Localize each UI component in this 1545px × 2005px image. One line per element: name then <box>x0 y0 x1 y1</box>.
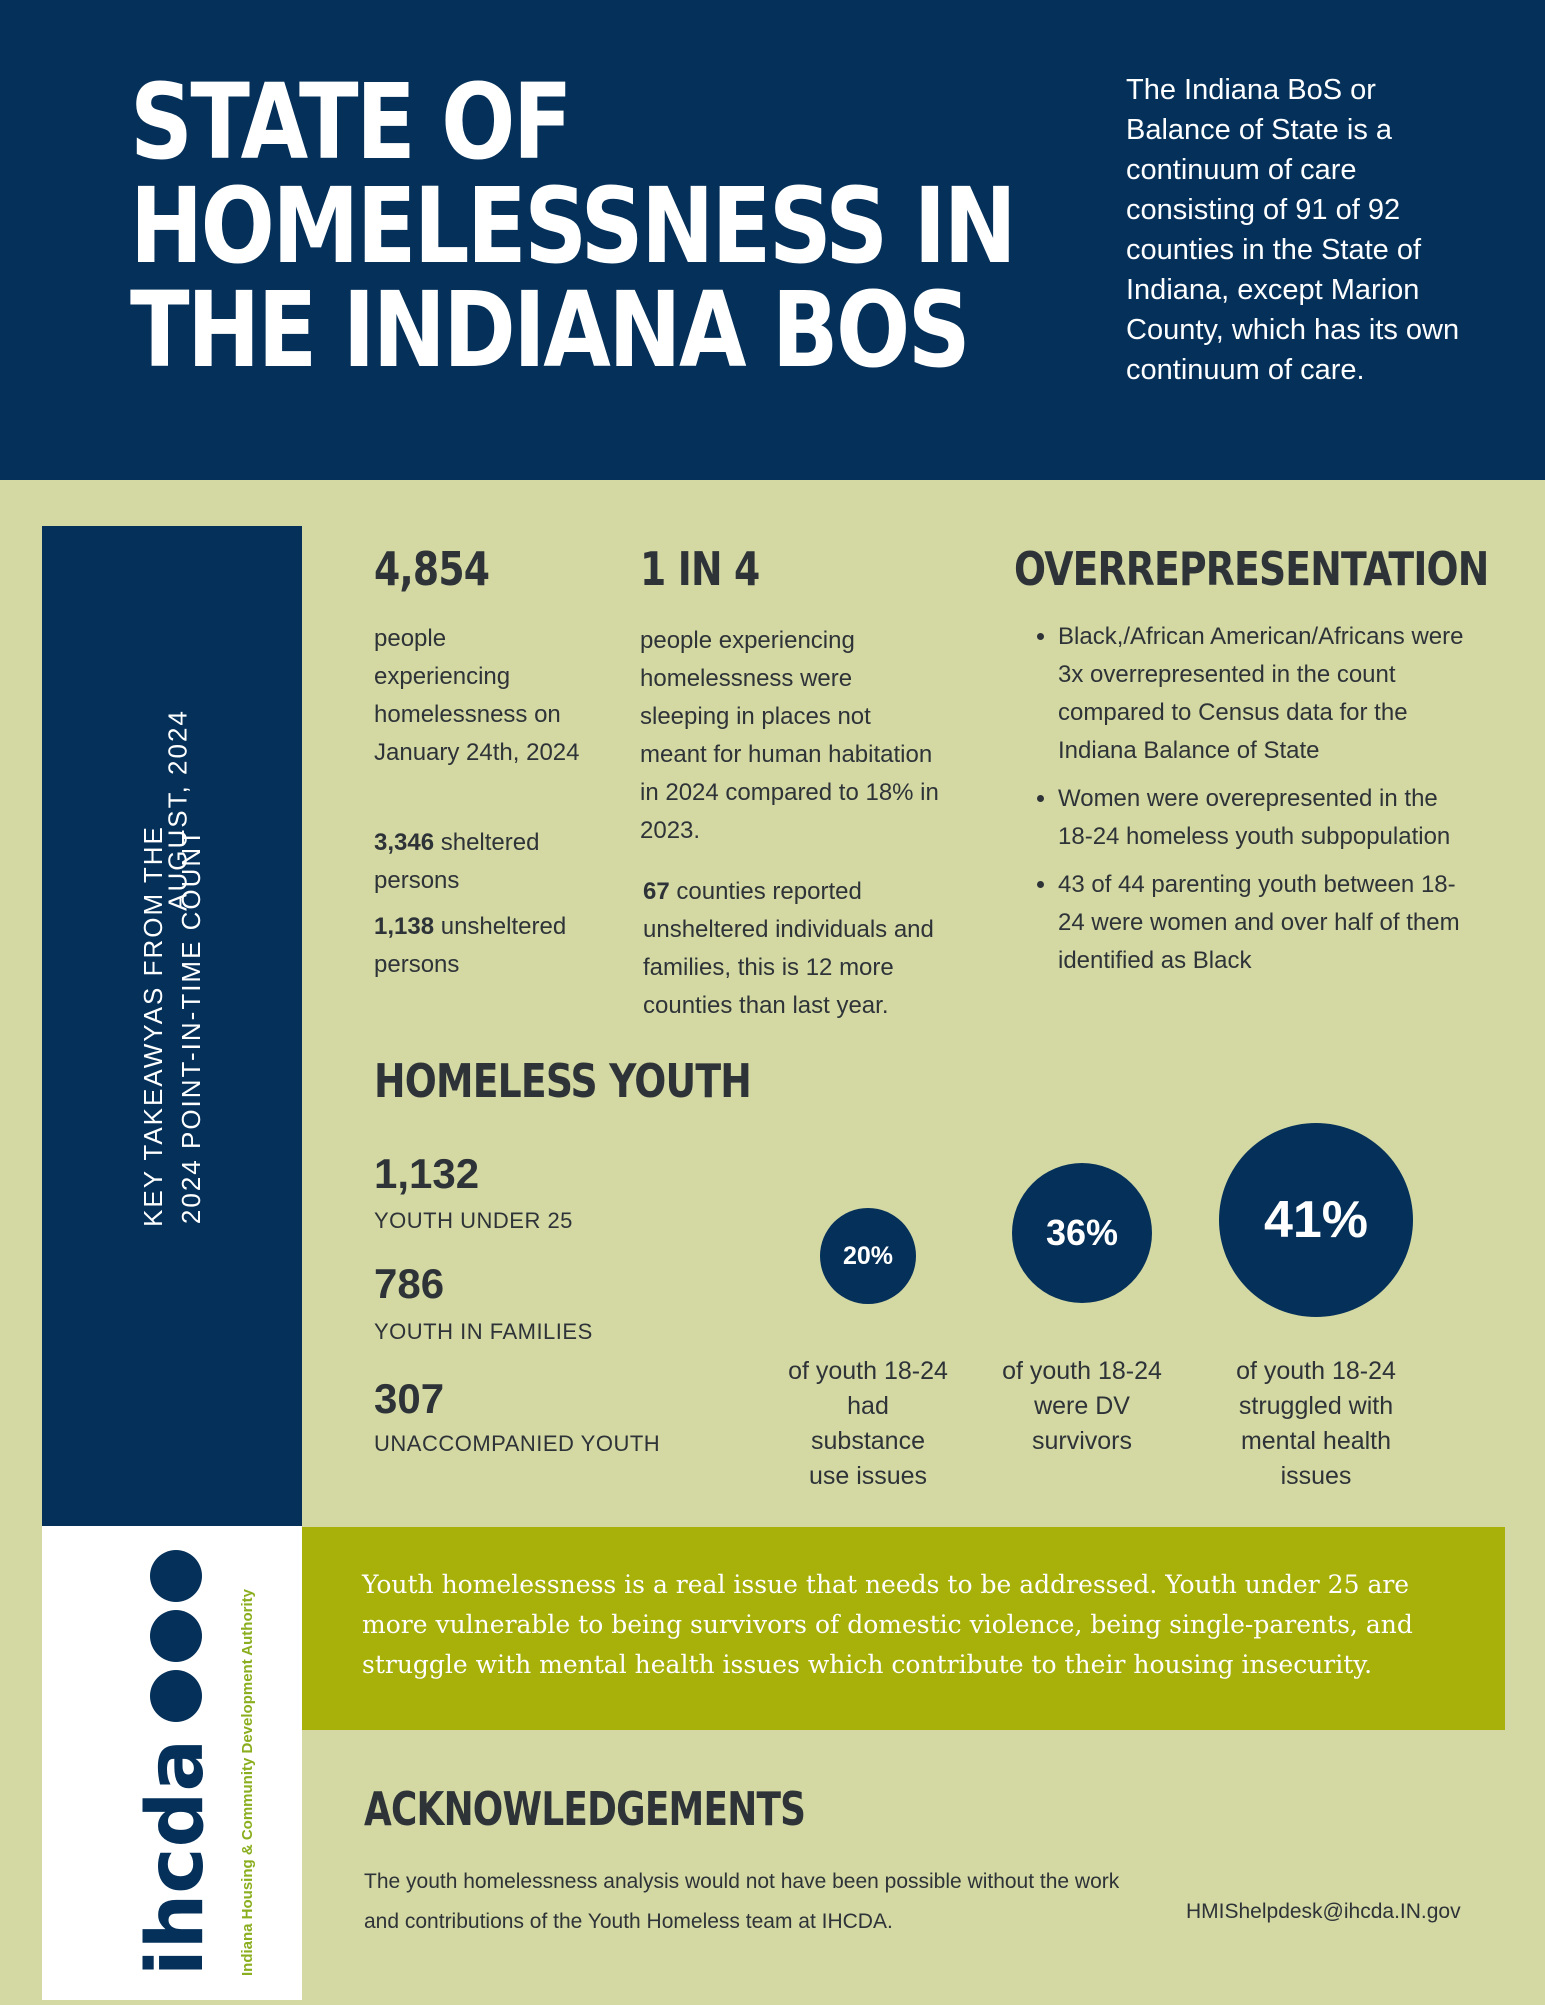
sheltered-label: sheltered persons <box>374 829 540 894</box>
unsheltered-label: unsheltered persons <box>374 913 567 978</box>
logo-dot-2 <box>150 1610 202 1662</box>
callout-box: Youth homelessness is a real issue that … <box>302 1527 1505 1730</box>
sheltered-number: 3,346 <box>374 829 435 856</box>
logo-dot-1 <box>150 1670 202 1722</box>
sidebar-date: AUGUST, 2024 <box>162 709 193 911</box>
stat-unsheltered: 1,138 unsheltered persons <box>374 908 594 984</box>
header-banner: STATE OF HOMELESSNESS IN THE INDIANA BOS… <box>0 0 1545 480</box>
acknowledgements-title: ACKNOWLEDGEMENTS <box>364 1782 806 1836</box>
overrep-list: Black,/African American/Africans were 3x… <box>1028 618 1478 990</box>
intro-text: The Indiana BoS or Balance of State is a… <box>1126 74 1460 386</box>
sidebar-panel <box>42 526 302 1526</box>
counties-text: counties reported unsheltered individual… <box>643 878 934 1019</box>
youth-under-25-number: 1,132 <box>374 1150 480 1197</box>
unsheltered-number: 1,138 <box>374 913 435 940</box>
circle-substance-value: 20% <box>842 1241 894 1270</box>
youth-unaccompanied-label: UNACCOMPANIED YOUTH <box>374 1431 661 1456</box>
page-title: STATE OF HOMELESSNESS IN THE INDIANA BOS <box>130 61 1017 391</box>
stat-counties: 67 counties reported unsheltered individ… <box>643 873 953 1025</box>
circle-mental-health-value: 41% <box>1263 1191 1369 1249</box>
logo-wordmark: ihcda <box>131 1739 221 1976</box>
stat-total-number: 4,854 <box>374 542 490 596</box>
contact-email[interactable]: HMIShelpdesk@ihcda.IN.gov <box>1186 1900 1461 1923</box>
counties-number: 67 <box>643 878 670 905</box>
youth-unaccompanied-number: 307 <box>374 1375 445 1422</box>
logo-box: ihcda Indiana Housing & Community Develo… <box>42 1526 302 2000</box>
youth-title: HOMELESS YOUTH <box>374 1054 752 1108</box>
logo-dot-3 <box>150 1550 202 1602</box>
overrep-title: OVERREPRESENTATION <box>1014 542 1489 596</box>
stat-sheltered: 3,346 sheltered persons <box>374 824 594 900</box>
overrep-item: 43 of 44 parenting youth between 18-24 w… <box>1058 866 1478 980</box>
circle-substance: 20% <box>820 1208 916 1304</box>
title-line-1: STATE OF <box>130 61 573 183</box>
overrep-item: Black,/African American/Africans were 3x… <box>1058 618 1478 770</box>
circle-mental-health-caption: of youth 18-24 struggled with mental hea… <box>1236 1357 1396 1490</box>
circle-dv-value: 36% <box>1045 1212 1119 1253</box>
youth-families-label: YOUTH IN FAMILIES <box>374 1319 593 1344</box>
stat-total-text: people experiencing homelessness on Janu… <box>374 625 580 766</box>
youth-families-number: 786 <box>374 1260 445 1307</box>
circle-mental-health: 41% <box>1219 1123 1413 1317</box>
acknowledgements-text: The youth homelessness analysis would no… <box>364 1870 1120 1933</box>
stat-ratio-number: 1 IN 4 <box>640 542 760 596</box>
title-line-3: THE INDIANA BOS <box>130 269 971 391</box>
ihcda-logo: ihcda Indiana Housing & Community Develo… <box>131 1550 256 1976</box>
overrep-item: Women were overepresented in the 18-24 h… <box>1058 780 1478 856</box>
circle-dv: 36% <box>1012 1163 1152 1303</box>
callout-text: Youth homelessness is a real issue that … <box>362 1570 1413 1679</box>
circle-substance-caption: of youth 18-24 had substance use issues <box>788 1357 948 1490</box>
logo-tagline: Indiana Housing & Community Development … <box>239 1588 256 1976</box>
stat-ratio-text: people experiencing homelessness were sl… <box>640 627 939 844</box>
title-line-2: HOMELESSNESS IN <box>130 165 1017 287</box>
circle-dv-caption: of youth 18-24 were DV survivors <box>1002 1357 1162 1455</box>
youth-under-25-label: YOUTH UNDER 25 <box>374 1208 573 1233</box>
